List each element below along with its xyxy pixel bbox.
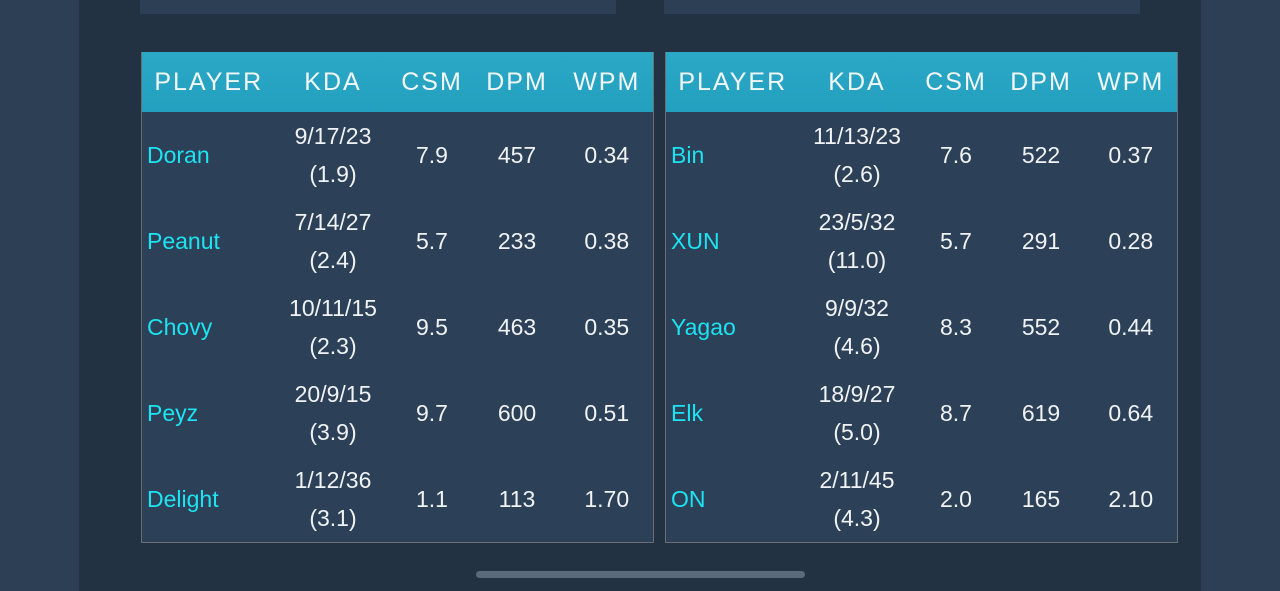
kda-cell: 11/13/23 (2.6) <box>800 112 915 198</box>
table-row: Elk 18/9/27 (5.0) 8.7 619 0.64 <box>666 370 1178 456</box>
wpm-cell: 0.35 <box>584 314 630 340</box>
kda-cell: 1/12/36 (3.1) <box>276 456 391 542</box>
wpm-cell: 0.44 <box>1108 314 1154 340</box>
kda-cell: 9/17/23 (1.9) <box>276 112 391 198</box>
wpm-cell: 0.64 <box>1108 400 1154 426</box>
kda-value: 10/11/15 <box>289 295 377 321</box>
table-row: ON 2/11/45 (4.3) 2.0 165 2.10 <box>666 456 1178 542</box>
kda-value: 2/11/45 <box>819 466 895 493</box>
top-panel-right <box>664 0 1140 14</box>
kda-cell: 20/9/15 (3.9) <box>276 370 391 456</box>
table-row: Bin 11/13/23 (2.6) 7.6 522 0.37 <box>666 112 1178 198</box>
kda-value: 7/14/27 <box>294 209 372 235</box>
stats-table-right: PLAYER KDA CSM DPM WPM Bin 11/13/23 (2.6) 7.6… <box>665 52 1178 543</box>
kda-cell: 10/11/15 (2.3) <box>276 284 391 370</box>
kda-ratio: (1.9) <box>309 161 357 187</box>
kda-ratio: (2.6) <box>833 161 881 187</box>
dpm-cell: 457 <box>497 142 537 168</box>
kda-cell: 9/9/32 (4.6) <box>800 284 915 370</box>
wpm-cell: 2.10 <box>1108 485 1154 512</box>
column-header[interactable]: KDA <box>275 52 391 112</box>
csm-cell: 2.0 <box>940 485 972 512</box>
kda-ratio: (11.0) <box>827 247 887 273</box>
stats-table-left: PLAYER KDA CSM DPM WPM Doran 9/17/23 (1.9) 7.… <box>141 52 654 543</box>
kda-value: 1/12/36 <box>294 466 372 493</box>
kda-cell: 7/14/27 (2.4) <box>276 198 391 284</box>
kda-value: 11/13/23 <box>813 123 901 149</box>
dpm-cell: 291 <box>1021 228 1061 254</box>
kda-ratio: (3.9) <box>309 419 357 445</box>
player-name[interactable]: ON <box>671 485 706 512</box>
kda-value: 18/9/27 <box>818 381 896 407</box>
dpm-cell: 233 <box>497 228 537 254</box>
column-header[interactable]: PLAYER <box>665 52 800 112</box>
column-header[interactable]: KDA <box>799 52 915 112</box>
scroll-indicator[interactable] <box>476 571 805 578</box>
kda-ratio: (2.3) <box>309 333 357 359</box>
csm-cell: 7.6 <box>940 142 972 168</box>
table-row: Doran 9/17/23 (1.9) 7.9 457 0.34 <box>142 112 654 198</box>
dpm-cell: 552 <box>1021 314 1061 340</box>
dpm-cell: 600 <box>497 400 537 426</box>
kda-value: 23/5/32 <box>818 209 896 235</box>
dpm-cell: 619 <box>1021 400 1061 426</box>
dpm-cell: 463 <box>497 314 537 340</box>
kda-cell: 2/11/45 (4.3) <box>800 456 915 542</box>
wpm-cell: 0.34 <box>584 142 630 168</box>
column-header[interactable]: WPM <box>560 52 654 112</box>
player-name[interactable]: Doran <box>147 142 210 168</box>
table-row: Peanut 7/14/27 (2.4) 5.7 233 0.38 <box>142 198 654 284</box>
csm-cell: 8.7 <box>940 400 972 426</box>
column-header[interactable]: CSM <box>914 52 998 112</box>
csm-cell: 7.9 <box>416 142 448 168</box>
player-name[interactable]: Bin <box>671 142 705 168</box>
player-name[interactable]: XUN <box>671 228 720 254</box>
column-header[interactable]: CSM <box>390 52 474 112</box>
kda-cell: 18/9/27 (5.0) <box>800 370 915 456</box>
column-header[interactable]: PLAYER <box>141 52 276 112</box>
column-header[interactable]: WPM <box>1084 52 1178 112</box>
csm-cell: 1.1 <box>416 485 448 512</box>
dpm-cell: 165 <box>1021 485 1061 512</box>
kda-ratio: (3.1) <box>309 504 357 531</box>
player-name[interactable]: Delight <box>147 485 219 512</box>
column-header[interactable]: DPM <box>997 52 1085 112</box>
kda-value: 20/9/15 <box>294 381 372 407</box>
player-name[interactable]: Elk <box>671 400 703 426</box>
player-name[interactable]: Yagao <box>671 314 736 340</box>
csm-cell: 8.3 <box>940 314 972 340</box>
csm-cell: 5.7 <box>940 228 972 254</box>
header-row: PLAYER KDA CSM DPM WPM <box>665 52 1178 112</box>
player-name[interactable]: Chovy <box>147 314 213 340</box>
kda-ratio: (5.0) <box>833 419 881 445</box>
wpm-cell: 0.28 <box>1108 228 1154 254</box>
wpm-cell: 1.70 <box>584 485 630 512</box>
dpm-cell: 522 <box>1021 142 1061 168</box>
csm-cell: 5.7 <box>416 228 448 254</box>
table-row: Yagao 9/9/32 (4.6) 8.3 552 0.44 <box>666 284 1178 370</box>
kda-ratio: (4.6) <box>833 333 881 359</box>
kda-ratio: (2.4) <box>309 247 357 273</box>
wpm-cell: 0.37 <box>1108 142 1154 168</box>
table-row: XUN 23/5/32 (11.0) 5.7 291 0.28 <box>666 198 1178 284</box>
player-name[interactable]: Peanut <box>147 228 220 254</box>
player-name[interactable]: Peyz <box>147 400 199 426</box>
kda-cell: 23/5/32 (11.0) <box>800 198 915 284</box>
header-row: PLAYER KDA CSM DPM WPM <box>141 52 654 112</box>
table-row: Peyz 20/9/15 (3.9) 9.7 600 0.51 <box>142 370 654 456</box>
table-row: Delight 1/12/36 (3.1) 1.1 113 1.70 <box>142 456 654 542</box>
top-panel-left <box>140 0 616 14</box>
csm-cell: 9.7 <box>416 400 448 426</box>
csm-cell: 9.5 <box>416 314 448 340</box>
kda-value: 9/9/32 <box>825 295 889 321</box>
column-header[interactable]: DPM <box>473 52 561 112</box>
kda-ratio: (4.3) <box>833 504 881 531</box>
wpm-cell: 0.51 <box>584 400 630 426</box>
dpm-cell: 113 <box>498 485 536 512</box>
table-row: Chovy 10/11/15 (2.3) 9.5 463 0.35 <box>142 284 654 370</box>
wpm-cell: 0.38 <box>584 228 630 254</box>
kda-value: 9/17/23 <box>294 123 372 149</box>
